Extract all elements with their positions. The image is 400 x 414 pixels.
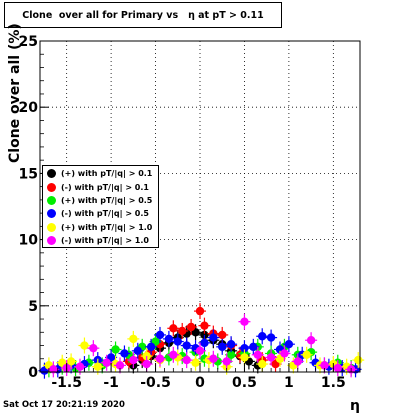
legend-entry: (+) with pT/|q| > 0.5 bbox=[47, 194, 158, 207]
data-point bbox=[129, 334, 138, 344]
data-point bbox=[155, 354, 165, 363]
data-point bbox=[266, 333, 276, 342]
legend-marker-icon bbox=[47, 236, 56, 246]
data-point bbox=[240, 353, 249, 362]
y-tick-label: 5 bbox=[28, 299, 38, 315]
data-point bbox=[226, 350, 236, 359]
y-tick-label: 0 bbox=[28, 365, 38, 381]
data-point bbox=[164, 334, 174, 344]
data-point bbox=[306, 336, 316, 345]
data-point bbox=[200, 338, 209, 348]
data-point bbox=[280, 349, 289, 358]
data-point bbox=[249, 342, 258, 352]
legend-entry: (-) with pT/|q| > 1.0 bbox=[47, 234, 158, 247]
legend-label: (+) with pT/|q| > 1.0 bbox=[61, 222, 153, 232]
data-point bbox=[169, 350, 178, 359]
legend-entry: (+) with pT/|q| > 1.0 bbox=[47, 221, 158, 234]
legend-marker-icon bbox=[47, 195, 56, 205]
y-tick-label: 15 bbox=[19, 166, 38, 182]
legend: (+) with pT/|q| > 0.1 (-) with pT/|q| > 0… bbox=[42, 165, 159, 248]
legend-label: (-) with pT/|q| > 0.5 bbox=[61, 209, 149, 219]
legend-entry: (-) with pT/|q| > 0.5 bbox=[47, 207, 158, 220]
legend-marker-icon bbox=[47, 169, 56, 179]
data-point bbox=[240, 343, 249, 353]
data-point bbox=[66, 357, 76, 366]
legend-marker-icon bbox=[47, 209, 56, 219]
data-point bbox=[293, 357, 302, 366]
data-point bbox=[102, 358, 111, 367]
data-point bbox=[320, 361, 329, 370]
x-tick-label: -1 bbox=[103, 375, 119, 391]
data-point bbox=[258, 332, 267, 341]
legend-entry: (+) with pT/|q| > 0.1 bbox=[47, 167, 158, 180]
legend-label: (-) with pT/|q| > 1.0 bbox=[61, 236, 149, 246]
y-tick-label: 10 bbox=[19, 233, 39, 249]
data-point bbox=[80, 341, 89, 350]
data-point bbox=[173, 337, 182, 346]
legend-marker-icon bbox=[47, 222, 56, 232]
data-point bbox=[120, 349, 129, 358]
axes: -1.5 -1 -0.5 0 0.5 1 1.5 0 5 10 15 20 25 bbox=[19, 34, 361, 391]
legend-label: (+) with pT/|q| > 0.5 bbox=[61, 195, 153, 205]
x-axis-label: η bbox=[350, 398, 360, 414]
data-point bbox=[111, 345, 120, 354]
data-point bbox=[182, 341, 191, 350]
data-point bbox=[182, 355, 191, 365]
data-point bbox=[155, 330, 165, 340]
data-point bbox=[284, 339, 294, 349]
legend-label: (-) with pT/|q| > 0.1 bbox=[61, 182, 149, 192]
data-point bbox=[253, 350, 262, 359]
data-point bbox=[178, 326, 187, 336]
chart-title: Clone over all for Primary vs η at pT > … bbox=[4, 2, 282, 28]
data-point bbox=[93, 362, 102, 371]
x-tick-label: -0.5 bbox=[140, 375, 171, 391]
data-point bbox=[169, 324, 178, 333]
data-point bbox=[218, 342, 227, 352]
legend-label: (+) with pT/|q| > 0.1 bbox=[61, 169, 153, 179]
data-point bbox=[200, 321, 209, 330]
x-tick-label: 0 bbox=[195, 375, 205, 391]
data-point bbox=[146, 342, 156, 352]
data-point bbox=[75, 362, 85, 371]
data-point bbox=[133, 346, 142, 356]
datestamp: Sat Oct 17 20:21:19 2020 bbox=[3, 400, 125, 410]
data-point bbox=[209, 333, 218, 342]
legend-entry: (-) with pT/|q| > 0.1 bbox=[47, 180, 158, 193]
y-axis-label: Clone over all (%) bbox=[7, 23, 23, 163]
data-point bbox=[302, 350, 311, 359]
x-tick-label: -1.5 bbox=[51, 375, 82, 391]
data-point bbox=[258, 359, 267, 369]
data-point bbox=[222, 357, 231, 366]
data-point bbox=[49, 365, 58, 374]
x-tick-label: 0.5 bbox=[232, 375, 257, 391]
data-point bbox=[142, 359, 151, 369]
data-point bbox=[186, 322, 196, 332]
data-point bbox=[218, 330, 227, 340]
data-point bbox=[209, 354, 218, 363]
data-point bbox=[191, 358, 200, 367]
data-point bbox=[333, 363, 342, 373]
y-tick-label: 25 bbox=[19, 34, 38, 50]
x-tick-label: 1.5 bbox=[321, 375, 346, 391]
data-point bbox=[195, 306, 205, 316]
data-points bbox=[38, 303, 365, 379]
legend-marker-icon bbox=[47, 182, 56, 192]
data-point bbox=[240, 317, 249, 326]
data-point bbox=[89, 343, 98, 353]
data-point bbox=[129, 355, 138, 365]
x-tick-label: 1 bbox=[284, 375, 294, 391]
data-point bbox=[226, 339, 236, 349]
data-point bbox=[115, 361, 125, 370]
y-tick-label: 20 bbox=[19, 100, 39, 116]
data-point bbox=[266, 353, 276, 362]
data-point bbox=[354, 355, 363, 365]
data-point bbox=[195, 346, 205, 356]
